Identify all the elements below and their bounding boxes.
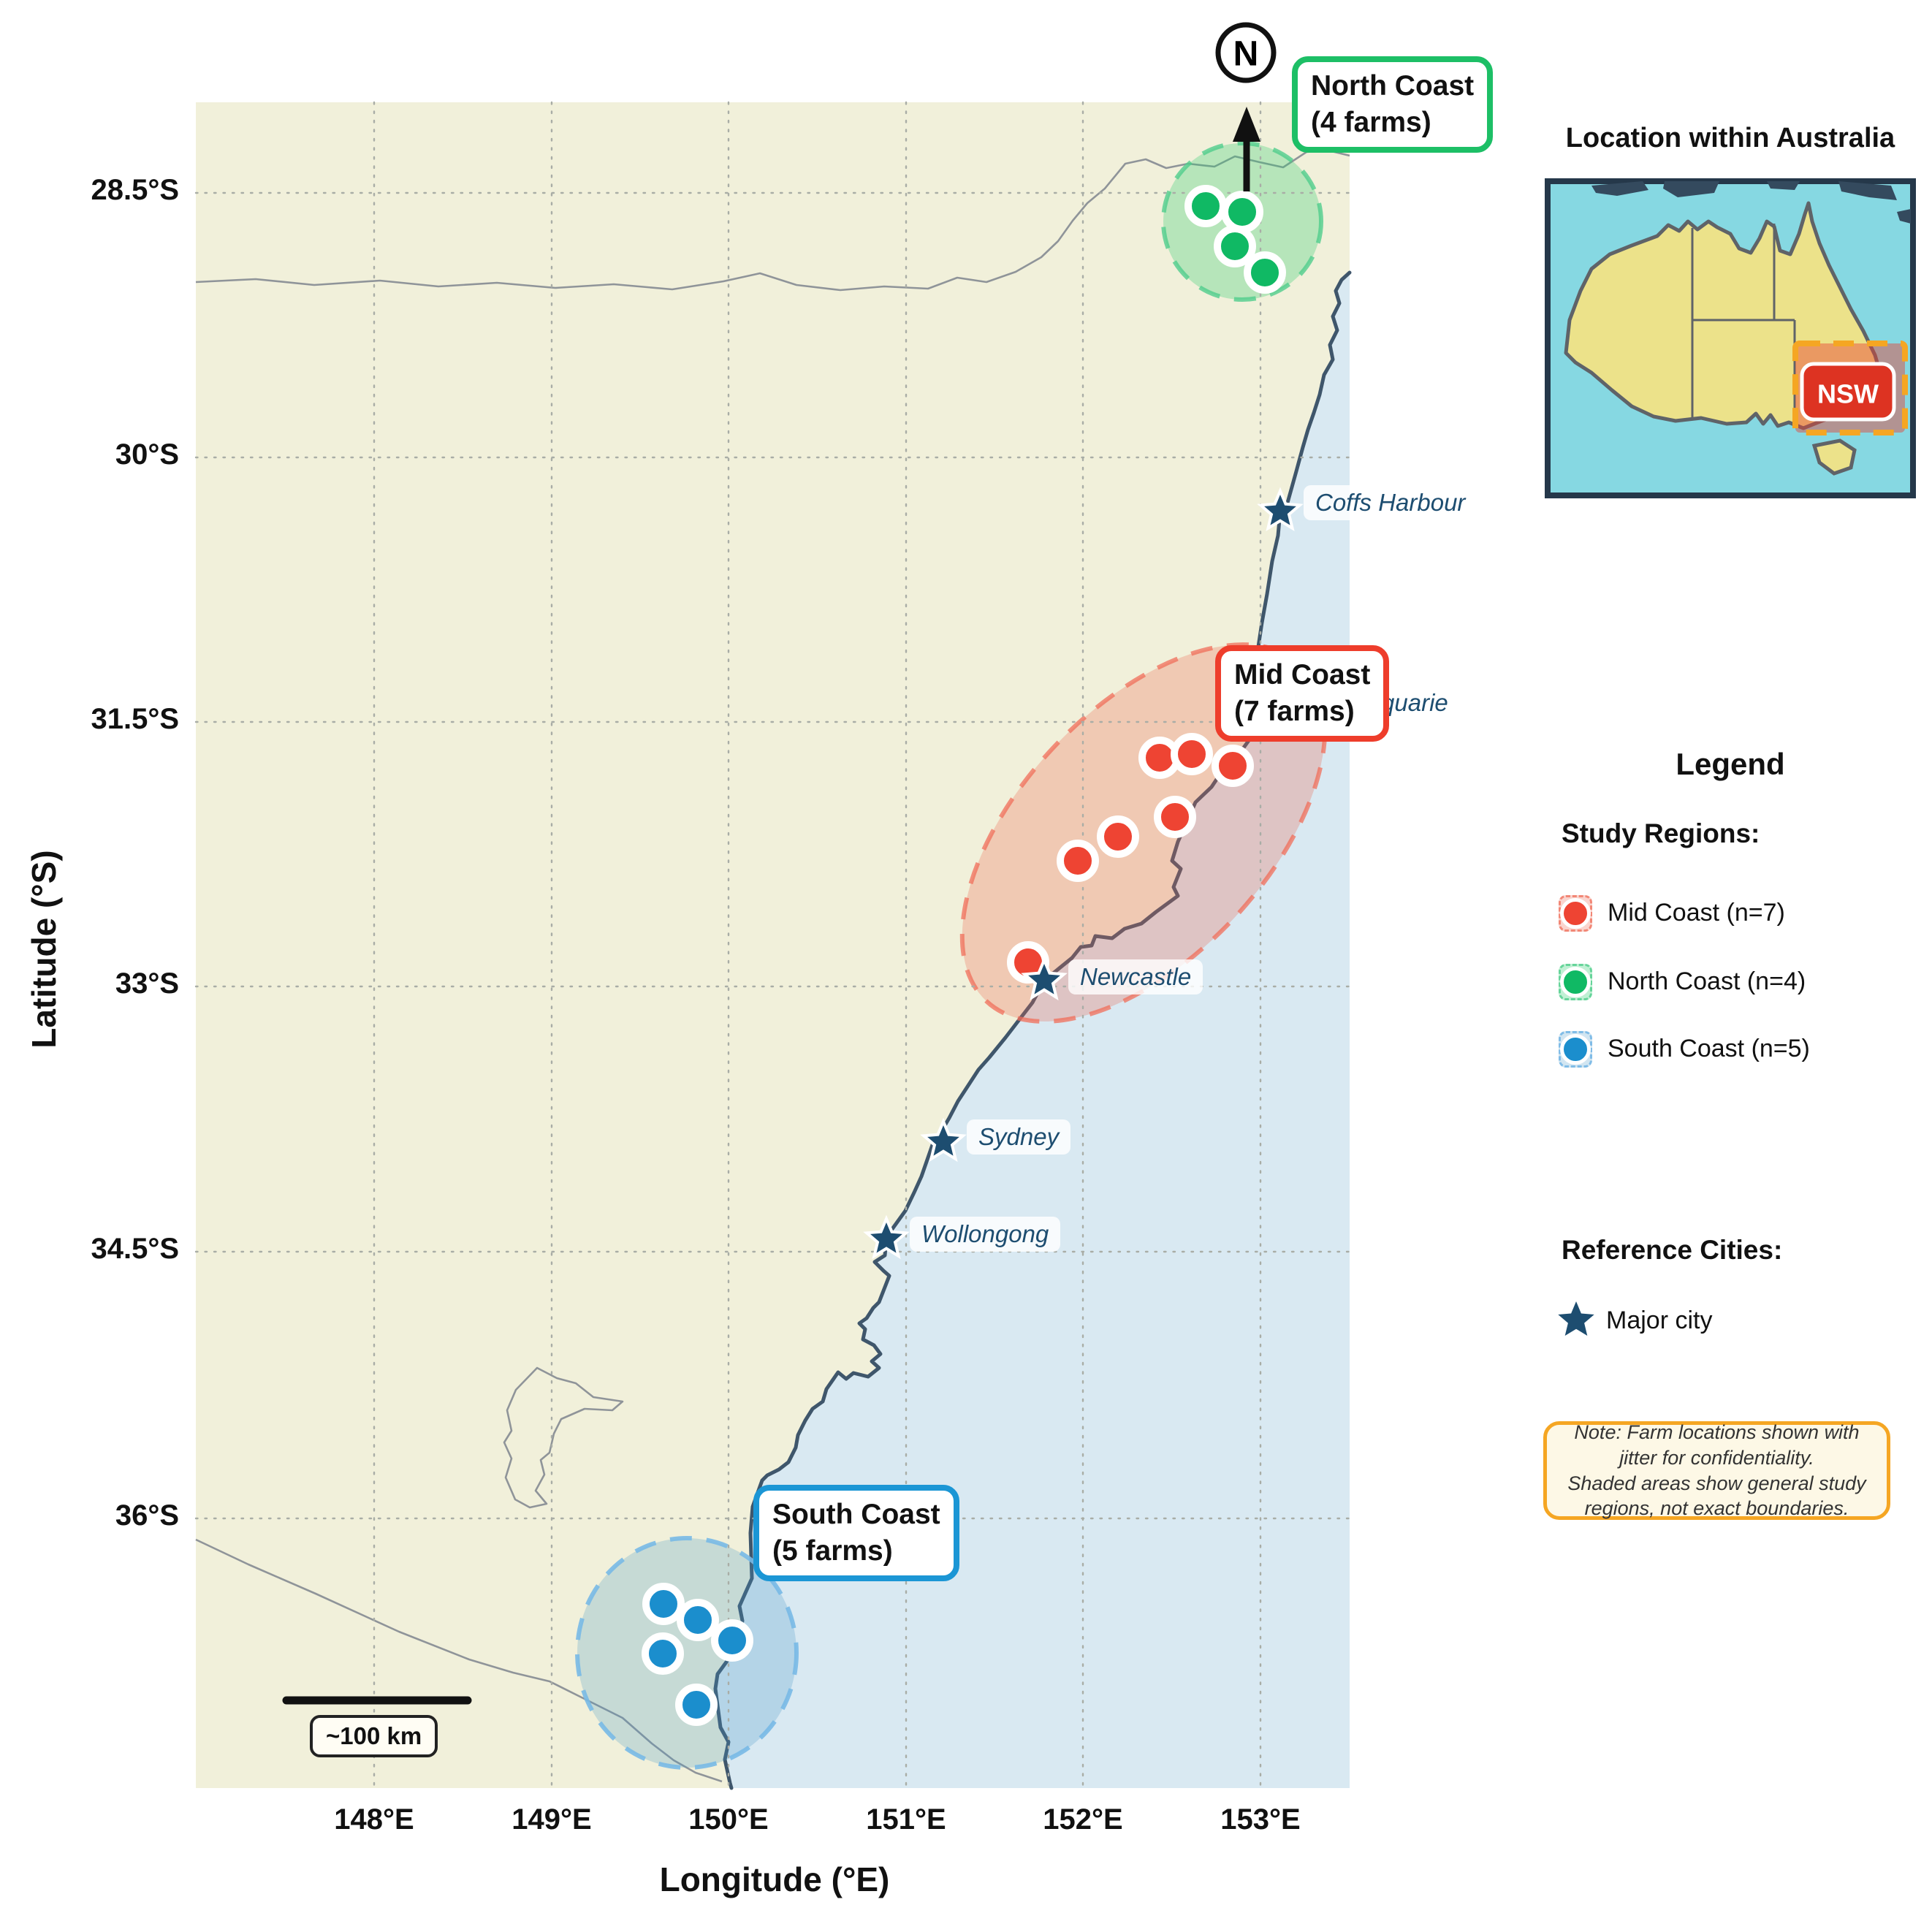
mid-coast-farms xyxy=(1007,733,1254,984)
x-tick-151: 151°E xyxy=(866,1803,946,1836)
south-coast-callout: South Coast (5 farms) xyxy=(753,1485,959,1581)
coastline xyxy=(713,270,1352,1790)
y-axis-title: Latitude (°S) xyxy=(25,850,63,1049)
mid-coast-callout-count: (7 farms) xyxy=(1234,695,1355,727)
south-coast-region-area xyxy=(575,1536,799,1770)
x-tick-153: 153°E xyxy=(1220,1803,1301,1836)
north-coast-farm-point xyxy=(1214,225,1256,267)
city-label-coffs-harbour: Coffs Harbour xyxy=(1304,485,1477,520)
north-coast-farms xyxy=(1184,185,1286,294)
note-line-3: Shaded areas show general study xyxy=(1567,1472,1866,1494)
north-coast-callout-count: (4 farms) xyxy=(1311,106,1431,138)
inset-nsw-badge xyxy=(1800,362,1896,422)
note-line-2: jitter for confidentiality. xyxy=(1619,1446,1814,1469)
y-tick-36: 36°S xyxy=(115,1499,179,1532)
south-coast-legend-dot xyxy=(1560,1034,1591,1065)
qld-border xyxy=(195,149,1350,292)
north-coast-farm-point xyxy=(1184,185,1227,227)
legend-label-north-coast: North Coast (n=4) xyxy=(1608,967,1806,995)
mid-coast-farm-point xyxy=(1212,745,1254,787)
australia-inset-map: NSW xyxy=(1545,178,1916,498)
legend-regions-heading: Study Regions: xyxy=(1562,818,1760,848)
inset-tasmania xyxy=(1811,438,1857,476)
city-label-sydney: Sydney xyxy=(967,1119,1071,1155)
legend-title: Legend xyxy=(1676,747,1785,781)
y-tick-28-5: 28.5°S xyxy=(91,174,179,206)
note-line-4: regions, not exact boundaries. xyxy=(1584,1497,1849,1520)
city-label-wollongong: Wollongong xyxy=(910,1217,1061,1252)
mid-coast-farm-point xyxy=(1097,815,1139,858)
y-tick-30: 30°S xyxy=(115,438,179,471)
legend-major-city-label: Major city xyxy=(1606,1307,1713,1334)
legend-major-city-star xyxy=(1558,1301,1594,1336)
city-label-newcastle: Newcastle xyxy=(1068,959,1203,994)
note-line-1: Note: Farm locations shown with xyxy=(1574,1421,1860,1444)
mid-coast-farm-point xyxy=(1154,796,1196,838)
y-tick-33: 33°S xyxy=(115,967,179,1000)
act-border xyxy=(503,1366,624,1509)
city-star-coffs-harbour xyxy=(1257,487,1304,532)
south-coast-callout-count: (5 farms) xyxy=(772,1534,893,1567)
north-coast-farm-point xyxy=(1221,191,1263,233)
mid-coast-legend-dot xyxy=(1560,898,1591,929)
note-box: Note: Farm locations shown with jitter f… xyxy=(1543,1421,1890,1520)
mid-coast-callout: Mid Coast (7 farms) xyxy=(1215,645,1390,742)
mid-coast-farm-point xyxy=(1171,733,1213,775)
south-coast-farm-point xyxy=(642,1583,685,1625)
scale-bar-label: ~100 km xyxy=(310,1715,438,1757)
y-tick-31-5: 31.5°S xyxy=(91,703,179,735)
vic-border xyxy=(195,1538,723,1783)
y-tick-34-5: 34.5°S xyxy=(91,1233,179,1265)
graticule xyxy=(194,101,1351,1790)
south-coast-callout-name: South Coast xyxy=(772,1499,940,1530)
north-arrow: N xyxy=(1215,22,1277,191)
x-tick-150: 150°E xyxy=(688,1803,769,1836)
north-letter: N xyxy=(1233,35,1259,74)
inset-state-lines xyxy=(1691,224,1796,424)
ocean-area xyxy=(715,273,1350,1788)
inset-northern-islands xyxy=(1591,181,1911,224)
south-coast-farm-point xyxy=(677,1599,719,1641)
city-star-sydney xyxy=(920,1117,967,1163)
legend-star-layer xyxy=(1558,1301,1594,1336)
mid-coast-callout-name: Mid Coast xyxy=(1234,659,1371,691)
south-coast-farms xyxy=(642,1583,753,1726)
north-coast-callout-name: North Coast xyxy=(1311,70,1475,102)
north-arrow-head xyxy=(1233,107,1260,142)
legend-cities-heading: Reference Cities: xyxy=(1562,1235,1783,1265)
north-coast-farm-point xyxy=(1244,251,1286,294)
city-star-wollongong xyxy=(863,1214,910,1260)
inset-title: Location within Australia xyxy=(1565,123,1895,153)
x-axis-title: Longitude (°E) xyxy=(659,1860,890,1898)
farm-points-layer xyxy=(642,185,1286,1726)
mid-coast-farm-point xyxy=(1057,840,1099,882)
south-coast-farm-point xyxy=(711,1619,753,1662)
x-tick-152: 152°E xyxy=(1043,1803,1123,1836)
south-coast-farm-point xyxy=(675,1684,718,1726)
legend-label-mid-coast: Mid Coast (n=7) xyxy=(1608,899,1785,927)
north-circle xyxy=(1215,22,1277,83)
x-tick-148: 148°E xyxy=(334,1803,414,1836)
city-star-newcastle xyxy=(1021,956,1068,1001)
x-tick-149: 149°E xyxy=(511,1803,592,1836)
south-coast-farm-point xyxy=(642,1632,684,1675)
inset-nsw-label: NSW xyxy=(1817,379,1879,409)
state-borders xyxy=(195,149,1350,1783)
north-coast-legend-dot xyxy=(1560,967,1591,997)
legend-label-south-coast: South Coast (n=5) xyxy=(1608,1035,1810,1062)
north-coast-callout: North Coast (4 farms) xyxy=(1292,56,1494,153)
